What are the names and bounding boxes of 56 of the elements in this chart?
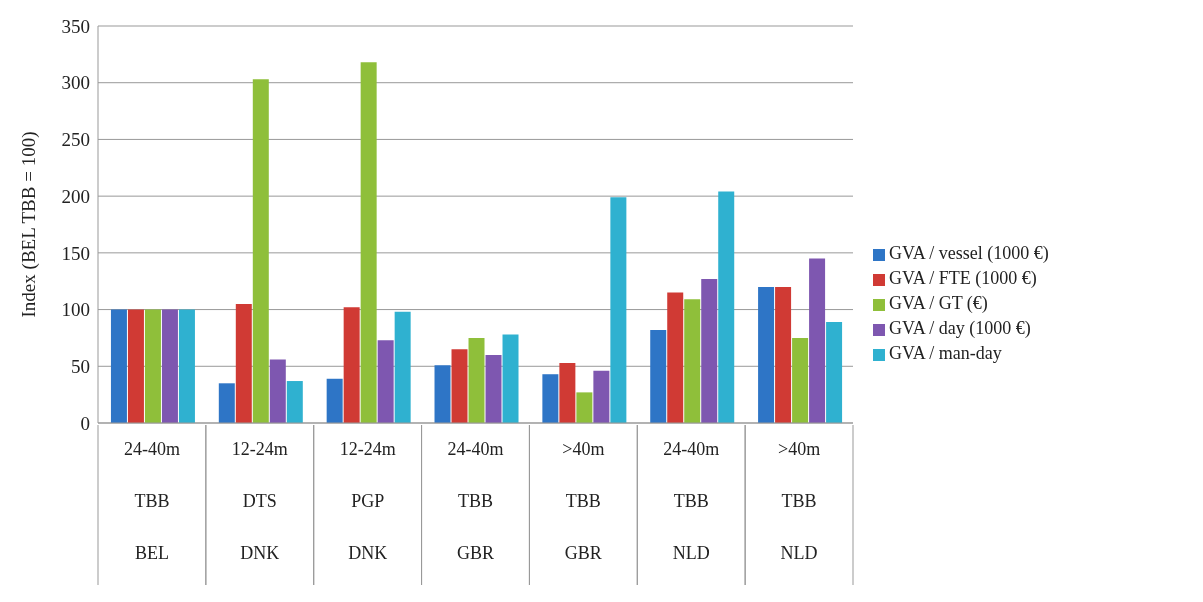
bar <box>326 378 343 423</box>
bar <box>701 278 718 423</box>
bar <box>286 381 303 423</box>
category-label: 24-40m TBB BEL <box>123 439 180 563</box>
legend-label: GVA / vessel (1000 €) <box>889 242 1049 263</box>
bar <box>161 309 178 423</box>
bar <box>178 309 195 423</box>
bar <box>394 311 411 423</box>
bar <box>468 337 485 423</box>
bar <box>343 307 360 423</box>
category-label: 24-40m TBB NLD <box>663 439 720 563</box>
bar <box>235 303 252 423</box>
bar <box>144 309 161 423</box>
category-label: >40m TBB GBR <box>562 439 605 563</box>
bar <box>667 292 684 423</box>
bar <box>758 286 775 423</box>
category-label: 12-24m PGP DNK <box>339 439 396 563</box>
legend-label: GVA / day (1000 €) <box>889 317 1031 338</box>
bar <box>127 309 144 423</box>
bar <box>377 340 394 423</box>
category-label: 12-24m DTS DNK <box>231 439 288 563</box>
bar <box>792 337 809 423</box>
y-tick-label: 200 <box>61 185 90 207</box>
y-tick-label: 0 <box>80 412 90 434</box>
y-tick-label: 150 <box>61 242 90 264</box>
y-tick-label: 50 <box>71 356 90 378</box>
bar <box>269 359 286 423</box>
bar <box>576 392 593 423</box>
category-label: 24-40m TBB GBR <box>447 439 504 563</box>
bar <box>684 299 701 423</box>
bar <box>485 354 502 423</box>
bar <box>593 370 610 423</box>
bar <box>110 309 127 423</box>
bar <box>451 349 468 423</box>
y-tick-label: 350 <box>61 15 90 37</box>
bar <box>218 383 235 423</box>
y-tick-label: 100 <box>61 299 90 321</box>
legend-label: GVA / FTE (1000 €) <box>889 267 1037 288</box>
legend-label: GVA / GT (€) <box>889 292 988 313</box>
bar <box>434 365 451 423</box>
y-tick-label: 300 <box>61 72 90 94</box>
bar <box>360 62 377 423</box>
bar <box>718 191 735 423</box>
bar <box>542 374 559 423</box>
y-tick-label: 250 <box>61 129 90 151</box>
bar <box>559 362 576 423</box>
bar <box>502 334 519 423</box>
bar <box>775 286 792 423</box>
bar <box>826 322 843 423</box>
bar <box>252 79 269 423</box>
category-label: >40m TBB NLD <box>777 439 821 563</box>
bar <box>610 197 627 423</box>
legend-label: GVA / man-day <box>889 342 1002 363</box>
y-axis-title: Index (BEL TBB = 100) <box>17 131 40 318</box>
bar <box>650 329 667 423</box>
bar <box>809 258 826 423</box>
